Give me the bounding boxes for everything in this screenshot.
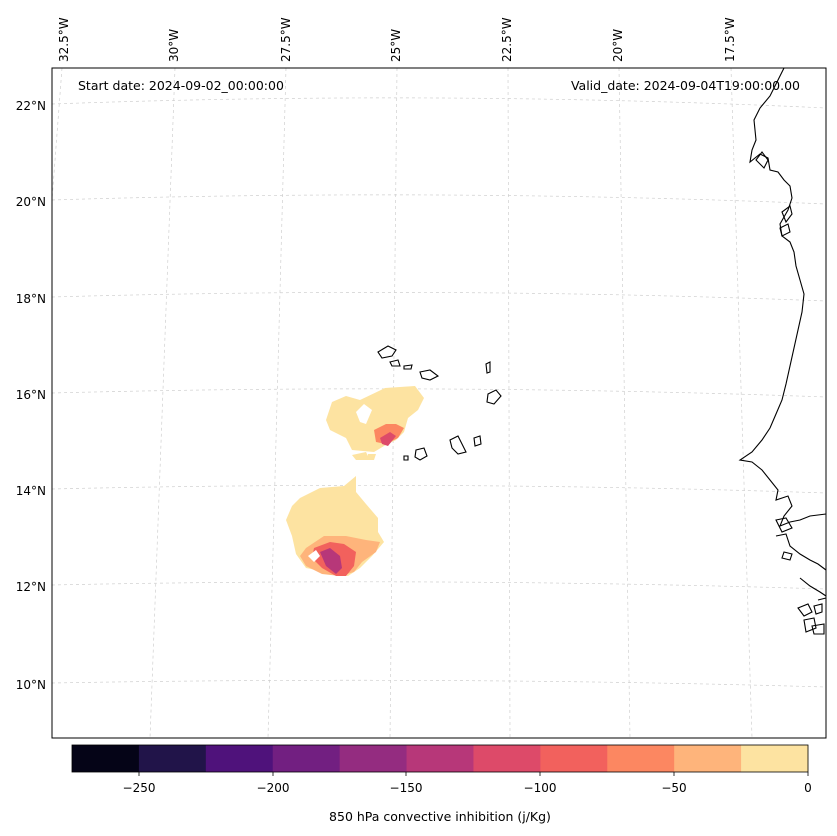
colorbar-swatch (674, 745, 742, 772)
valid-date-label: Valid_date: 2024-09-04T19:00:00.00 (571, 78, 800, 93)
colorbar-tick-0: 0 (804, 781, 812, 795)
colorbar-tick-50: −50 (661, 781, 686, 795)
colorbar-swatch (272, 745, 341, 772)
colorbar-title: 850 hPa convective inhibition (j/Kg) (329, 809, 551, 824)
cin-region-south-core (320, 548, 342, 574)
lon-label-22-5w: 22.5°W (500, 17, 514, 62)
lat-label-20n: 20°N (16, 195, 46, 209)
longitude-gridlines (51, 67, 753, 739)
colorbar-ticks (138, 772, 809, 776)
colorbar-tick-200: −200 (257, 781, 290, 795)
colorbar-swatch (540, 745, 608, 772)
lat-label-10n: 10°N (16, 678, 46, 692)
colorbar-tick-100: −100 (524, 781, 557, 795)
colorbar-swatch (72, 745, 140, 772)
cin-region-north-core (380, 432, 396, 446)
lon-label-30w: 30°W (167, 29, 181, 62)
colorbar-swatch (473, 745, 541, 772)
colorbar-swatch (406, 745, 474, 772)
lat-label-12n: 12°N (16, 580, 46, 594)
cin-contours (286, 386, 424, 576)
lat-label-22n: 22°N (16, 99, 46, 113)
lon-label-27-5w: 27.5°W (279, 17, 293, 62)
latitude-labels: 22°N 20°N 18°N 16°N 14°N 12°N 10°N (16, 99, 46, 692)
cape-verde-islands (377, 345, 502, 461)
lat-label-14n: 14°N (16, 484, 46, 498)
longitude-labels: 32.5°W 30°W 27.5°W 25°W 22.5°W 20°W 17.5… (57, 17, 737, 62)
colorbar-tick-150: −150 (390, 781, 423, 795)
lat-label-18n: 18°N (16, 292, 46, 306)
map-panel: Start date: 2024-09-02_00:00:00 Valid_da… (51, 67, 827, 739)
colorbar-swatch (339, 745, 408, 772)
lon-label-32-5w: 32.5°W (57, 17, 71, 62)
colorbar-swatch (607, 745, 675, 772)
colorbar-tick-250: −250 (123, 781, 156, 795)
african-coastline (738, 67, 827, 635)
latitude-gridlines (51, 97, 827, 688)
colorbar-swatch (741, 745, 809, 772)
lat-label-16n: 16°N (16, 388, 46, 402)
lon-label-25w: 25°W (389, 29, 403, 62)
map-background (52, 68, 826, 738)
lon-label-17-5w: 17.5°W (723, 17, 737, 62)
colorbar-frame (71, 744, 809, 773)
colorbar: −250 −200 −150 −100 −50 0 850 hPa convec… (71, 744, 812, 824)
colorbar-swatches (72, 745, 809, 772)
colorbar-swatch (205, 745, 274, 772)
map-frame (51, 67, 827, 739)
start-date-label: Start date: 2024-09-02_00:00:00 (78, 78, 284, 93)
lon-label-20w: 20°W (611, 29, 625, 62)
colorbar-swatch (138, 745, 207, 772)
